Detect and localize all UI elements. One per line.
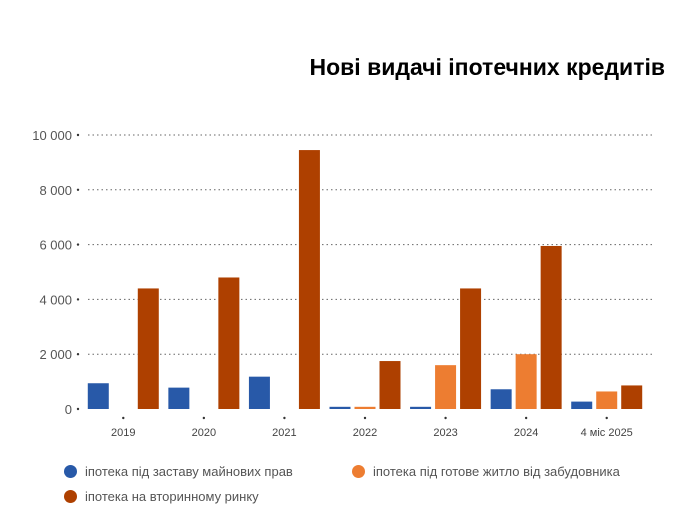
bar-1-4 [435,365,457,409]
y-tick-label: 4 000 [39,292,72,307]
x-tick-label: 2020 [192,427,216,439]
bar-2-0 [137,288,159,409]
x-tick-label: 2022 [353,427,377,439]
legend-label: іпотека під готове житло від забудовника [373,464,620,479]
bar-1-5 [515,354,537,409]
bar-2-1 [218,277,240,409]
legend-swatch [64,465,77,478]
legend-item-0: іпотека під заставу майнових прав [64,464,293,479]
bar-0-1 [168,387,190,409]
y-tick-label: 8 000 [39,183,72,198]
bar-2-5 [540,245,562,409]
x-tick-mark [444,416,447,420]
y-tick-mark [76,298,80,301]
x-tick-label: 4 міс 2025 [581,427,633,439]
y-tick-label: 6 000 [39,238,72,253]
y-tick-mark [76,353,80,356]
legend-swatch [64,490,77,503]
bar-0-3 [329,406,351,409]
y-tick-label: 2 000 [39,347,72,362]
legend-label: іпотека на вторинному ринку [85,489,259,504]
x-tick-mark [122,416,125,420]
x-tick-label: 2023 [433,427,457,439]
y-tick-label: 0 [65,402,72,417]
bar-2-6 [621,385,643,409]
chart-title: Нові видачі іпотечних кредитів [309,54,665,80]
bar-0-0 [87,383,109,409]
y-tick-mark [76,407,80,411]
y-tick-mark [76,133,80,137]
y-tick-mark [76,188,80,191]
x-tick-mark [202,416,206,420]
bar-0-2 [248,376,270,409]
x-tick-mark [363,416,367,420]
x-tick-label: 2024 [514,427,538,439]
x-tick-mark [524,416,528,420]
bar-0-4 [410,406,432,409]
bar-2-3 [379,361,401,409]
bar-0-5 [490,389,512,409]
bar-2-2 [298,150,320,409]
bar-1-6 [596,391,618,409]
x-tick-label: 2019 [111,427,135,439]
bar-1-3 [354,406,376,409]
x-tick-mark [605,416,608,420]
bar-0-6 [571,401,593,409]
y-tick-label: 10 000 [32,128,72,143]
y-tick-mark [76,243,80,246]
legend-item-1: іпотека під готове житло від забудовника [352,464,620,479]
legend-swatch [352,465,365,478]
legend-label: іпотека під заставу майнових прав [85,464,293,479]
legend-item-2: іпотека на вторинному ринку [64,489,259,504]
bar-2-4 [460,288,482,409]
x-tick-label: 2021 [272,427,296,439]
x-tick-mark [283,416,286,420]
